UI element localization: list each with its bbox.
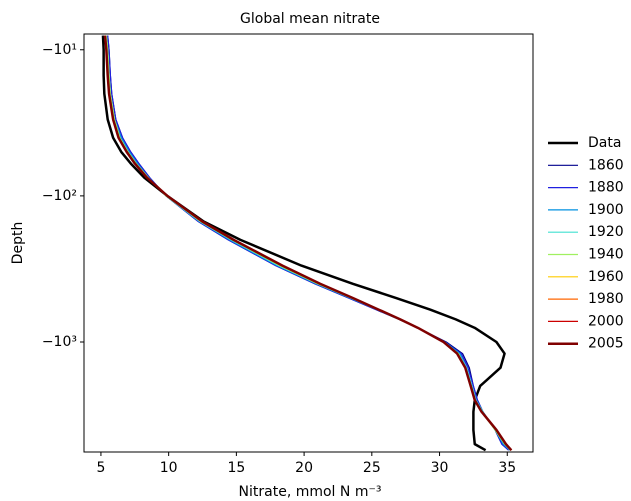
- series-line: [105, 35, 511, 451]
- x-tick-label: 10: [160, 460, 178, 476]
- series-line: [104, 35, 512, 451]
- legend-label: Data: [588, 135, 621, 151]
- series-line: [107, 35, 510, 451]
- legend-label: 1860: [588, 157, 624, 173]
- y-tick-label: −10²: [42, 188, 77, 204]
- legend-label: 1920: [588, 224, 624, 240]
- series-line: [104, 35, 512, 451]
- legend-label: 2000: [588, 313, 624, 329]
- x-axis-label: Nitrate, mmol N m⁻³: [239, 484, 382, 500]
- y-axis-label: Depth: [10, 222, 26, 265]
- series-line: [105, 35, 512, 451]
- series-line: [101, 35, 506, 452]
- series-line: [105, 35, 511, 451]
- series-line: [103, 35, 513, 452]
- legend-label: 1940: [588, 247, 624, 263]
- legend-label: 1960: [588, 269, 624, 285]
- x-tick-label: 15: [227, 460, 245, 476]
- legend-label: 1900: [588, 202, 624, 218]
- x-tick-label: 5: [96, 460, 105, 476]
- series-line: [107, 35, 510, 451]
- x-tick-label: 30: [431, 460, 449, 476]
- y-tick-label: −10³: [42, 334, 77, 350]
- plot-frame: [83, 33, 534, 453]
- legend-label: 1880: [588, 180, 624, 196]
- y-tick-label: −10¹: [42, 42, 77, 58]
- series-line: [104, 35, 512, 451]
- chart-title: Global mean nitrate: [240, 11, 380, 27]
- legend-label: 1980: [588, 291, 624, 307]
- x-tick-label: 35: [498, 460, 516, 476]
- legend-label: 2005: [588, 336, 624, 352]
- x-tick-label: 25: [363, 460, 381, 476]
- x-tick-label: 20: [295, 460, 313, 476]
